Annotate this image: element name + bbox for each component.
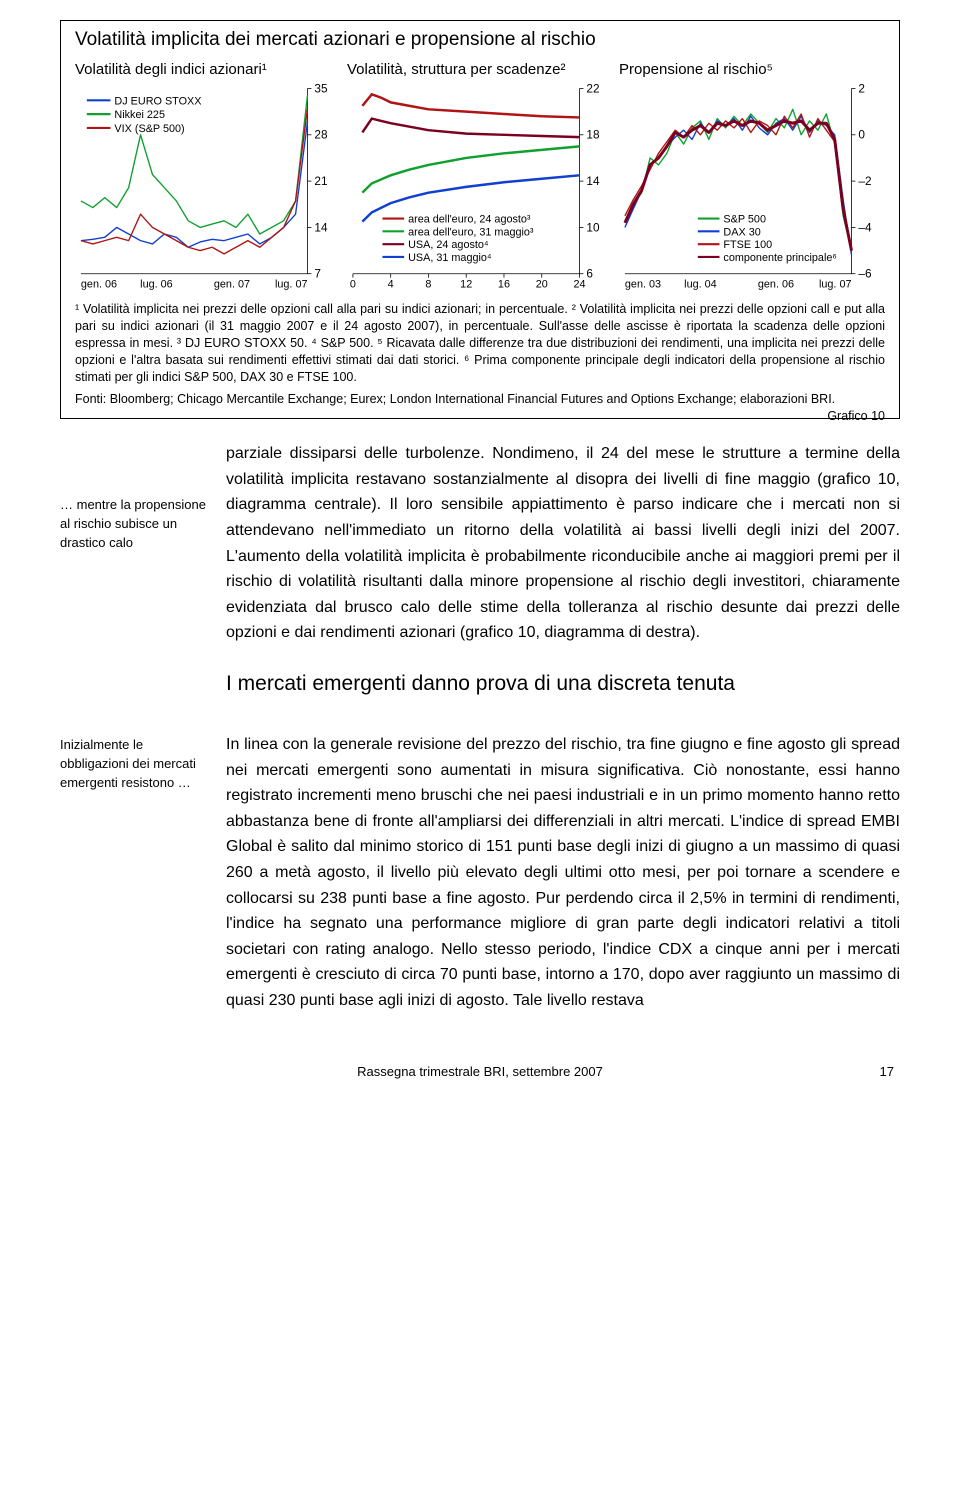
svg-text:14: 14 [586, 174, 600, 188]
panel-1-title: Volatilità degli indici azionari¹ [75, 61, 341, 79]
body-text-1: parziale dissiparsi delle turbolenze. No… [226, 441, 900, 646]
svg-text:gen. 06: gen. 06 [81, 279, 117, 291]
section-heading-2: I mercati emergenti danno prova di una d… [226, 672, 900, 696]
svg-text:lug. 06: lug. 06 [140, 279, 173, 291]
body-text-2: In linea con la generale revisione del p… [226, 732, 900, 1014]
svg-text:area dell'euro, 31 maggio³: area dell'euro, 31 maggio³ [408, 226, 534, 238]
chart-box: Volatilità implicita dei mercati azionar… [60, 20, 900, 419]
grafico-label: Grafico 10 [827, 408, 885, 425]
svg-text:20: 20 [536, 279, 548, 291]
panel-1-chart: 35 28 21 14 7 gen. 06 lug. 06 gen. 07 lug. 07 DJ … [75, 83, 341, 293]
body-section-1: … mentre la propensione al rischio subis… [60, 441, 900, 646]
body-section-2: Inizialmente le obbligazioni dei mercati… [60, 732, 900, 1014]
chart-sources: Fonti: Bloomberg; Chicago Mercantile Exc… [75, 391, 885, 408]
sources-text: Fonti: Bloomberg; Chicago Mercantile Exc… [75, 392, 835, 406]
chart-main-title: Volatilità implicita dei mercati azionar… [75, 29, 885, 51]
svg-text:area dell'euro, 24 agosto³: area dell'euro, 24 agosto³ [408, 213, 531, 225]
svg-text:24: 24 [573, 279, 585, 291]
svg-text:–2: –2 [858, 174, 871, 188]
svg-text:16: 16 [498, 279, 510, 291]
chart-footnotes: ¹ Volatilità implicita nei prezzi delle … [75, 301, 885, 385]
footer-page-number: 17 [880, 1064, 894, 1079]
svg-text:DJ EURO STOXX: DJ EURO STOXX [114, 95, 201, 107]
svg-text:Nikkei 225: Nikkei 225 [114, 109, 165, 121]
panel-3-title: Propensione al rischio⁵ [619, 61, 885, 79]
svg-text:21: 21 [314, 174, 327, 188]
footer-center: Rassegna trimestrale BRI, settembre 2007 [357, 1064, 603, 1079]
panel-2: Volatilità, struttura per scadenze² 22 18… [347, 61, 613, 293]
svg-text:gen. 06: gen. 06 [758, 279, 794, 291]
svg-text:4: 4 [388, 279, 394, 291]
svg-text:28: 28 [314, 128, 328, 142]
svg-text:S&P 500: S&P 500 [723, 213, 766, 225]
svg-text:0: 0 [350, 279, 356, 291]
svg-text:2: 2 [858, 83, 865, 95]
panel-3-chart: 2 0 –2 –4 –6 gen. 03 lug. 04 gen. 06 lug. 07 S&P … [619, 83, 885, 293]
svg-text:22: 22 [586, 83, 599, 95]
svg-text:VIX (S&P 500): VIX (S&P 500) [114, 123, 184, 135]
svg-text:componente principale⁶: componente principale⁶ [723, 252, 836, 264]
svg-text:35: 35 [314, 83, 328, 95]
svg-text:–6: –6 [858, 267, 872, 281]
svg-text:14: 14 [314, 220, 328, 234]
margin-note-1: … mentre la propensione al rischio subis… [60, 441, 210, 646]
panel-3: Propensione al rischio⁵ 2 0 –2 –4 –6 gen. 03 l… [619, 61, 885, 293]
svg-text:FTSE 100: FTSE 100 [723, 239, 772, 251]
chart-panels: Volatilità degli indici azionari¹ 352821… [75, 61, 885, 293]
svg-text:lug. 04: lug. 04 [684, 279, 717, 291]
svg-text:–4: –4 [858, 220, 872, 234]
page-footer: Rassegna trimestrale BRI, settembre 2007… [60, 1064, 900, 1079]
svg-text:lug. 07: lug. 07 [819, 279, 852, 291]
svg-text:lug. 07: lug. 07 [275, 279, 308, 291]
panel-2-chart: 22 18 14 10 6 0 4 8 12 16 20 24 area dell'euro, 24 a… [347, 83, 613, 293]
svg-text:USA, 24 agosto⁴: USA, 24 agosto⁴ [408, 239, 489, 251]
panel-1: Volatilità degli indici azionari¹ 35 28 21… [75, 61, 341, 293]
margin-note-2: Inizialmente le obbligazioni dei mercati… [60, 732, 210, 1014]
svg-text:USA, 31 maggio⁴: USA, 31 maggio⁴ [408, 252, 492, 264]
svg-text:gen. 03: gen. 03 [625, 279, 661, 291]
svg-text:12: 12 [460, 279, 472, 291]
svg-text:DAX 30: DAX 30 [723, 226, 760, 238]
svg-text:gen. 07: gen. 07 [214, 279, 250, 291]
svg-text:6: 6 [586, 267, 593, 281]
svg-text:18: 18 [586, 128, 600, 142]
panel-2-title: Volatilità, struttura per scadenze² [347, 61, 613, 79]
svg-text:7: 7 [314, 267, 321, 281]
svg-text:10: 10 [586, 220, 600, 234]
svg-text:8: 8 [425, 279, 431, 291]
svg-text:0: 0 [858, 128, 865, 142]
